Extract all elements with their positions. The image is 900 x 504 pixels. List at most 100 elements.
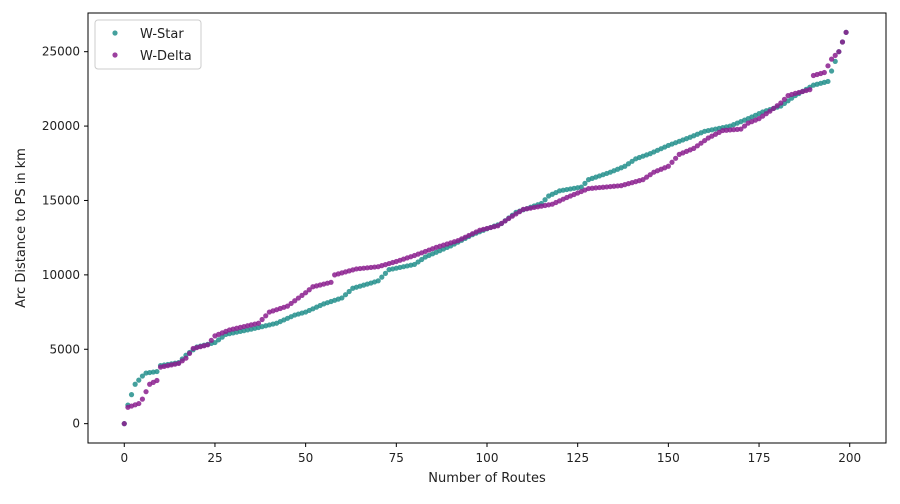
data-point (411, 261, 418, 268)
data-point (825, 78, 831, 85)
data-point (756, 116, 762, 122)
data-point (578, 184, 584, 190)
data-point (176, 360, 182, 366)
x-tick-label: 25 (207, 451, 222, 465)
data-point (622, 163, 628, 169)
data-point (288, 300, 294, 307)
legend-label-w-star: W-Star (140, 27, 184, 42)
data-point (346, 288, 352, 295)
data-point (832, 52, 838, 59)
data-point (673, 155, 679, 161)
x-axis-label: Number of Routes (428, 471, 546, 486)
legend-marker-w-star (112, 30, 118, 36)
data-point (625, 161, 632, 167)
data-point (836, 49, 842, 55)
data-point (382, 270, 389, 276)
data-point (132, 381, 138, 387)
data-point (186, 350, 193, 356)
data-point (342, 292, 349, 298)
data-point (295, 295, 301, 301)
y-tick-label: 0 (72, 417, 80, 431)
data-point (299, 292, 305, 298)
data-point (828, 68, 835, 74)
legend-label-w-delta: W-Delta (140, 49, 192, 64)
data-point (807, 87, 813, 93)
data-point (179, 358, 185, 364)
points-layer (121, 29, 849, 427)
y-ticks: 0 5000 10000 15000 20000 25000 (42, 45, 88, 431)
data-point (821, 69, 827, 76)
data-point (767, 108, 773, 114)
y-tick-label: 20000 (42, 119, 80, 133)
x-ticks: 0 25 50 75 100 125 150 175 200 (120, 443, 861, 465)
x-tick-label: 50 (298, 451, 313, 465)
data-point (770, 105, 777, 112)
data-point (647, 172, 653, 178)
data-point (143, 389, 149, 395)
data-point (774, 103, 780, 109)
data-point (183, 355, 189, 361)
data-point (255, 320, 262, 326)
x-tick-label: 0 (120, 451, 128, 465)
data-point (778, 100, 784, 106)
data-point (154, 377, 160, 384)
data-point (738, 126, 744, 132)
data-point (259, 316, 265, 323)
data-point (121, 421, 127, 427)
data-point (339, 295, 345, 301)
data-point (741, 123, 748, 129)
data-point (284, 303, 291, 309)
data-point (763, 111, 769, 117)
data-point (825, 63, 831, 69)
data-point (640, 177, 646, 183)
data-point (136, 400, 142, 407)
y-tick-label: 10000 (42, 268, 80, 282)
data-point (379, 274, 385, 280)
data-point (292, 298, 298, 304)
data-point (219, 334, 225, 340)
data-point (760, 113, 766, 119)
data-point (542, 197, 548, 203)
data-point (139, 373, 146, 379)
data-point (154, 368, 160, 375)
data-point (328, 279, 334, 285)
data-point (208, 337, 214, 343)
x-tick-label: 150 (657, 451, 680, 465)
x-tick-label: 200 (838, 451, 861, 465)
data-point (306, 287, 312, 293)
y-tick-label: 5000 (49, 342, 80, 356)
data-point (702, 137, 708, 144)
data-point (665, 163, 671, 169)
data-point (419, 256, 425, 263)
data-point (629, 158, 635, 164)
y-tick-label: 25000 (42, 45, 80, 59)
legend: W-Star W-Delta (94, 19, 202, 70)
x-tick-label: 75 (389, 451, 404, 465)
legend-marker-w-delta (112, 52, 118, 58)
data-point (263, 313, 269, 319)
data-point (139, 396, 146, 402)
data-point (694, 143, 700, 149)
data-point (415, 259, 421, 265)
data-point (375, 278, 381, 284)
y-axis-label: Arc Distance to PS in km (14, 148, 29, 308)
data-point (839, 39, 846, 45)
x-tick-label: 175 (748, 451, 771, 465)
data-point (136, 377, 142, 383)
data-point (828, 56, 835, 62)
data-point (644, 174, 650, 180)
data-point (303, 290, 309, 296)
series-w-delta (121, 29, 849, 427)
data-point (215, 337, 222, 343)
data-point (205, 342, 211, 348)
x-tick-label: 100 (476, 451, 499, 465)
y-tick-label: 15000 (42, 193, 80, 207)
data-point (789, 95, 795, 101)
legend-box (94, 19, 202, 70)
data-point (843, 29, 849, 35)
data-point (582, 180, 588, 186)
data-point (691, 145, 697, 151)
data-point (128, 392, 135, 398)
